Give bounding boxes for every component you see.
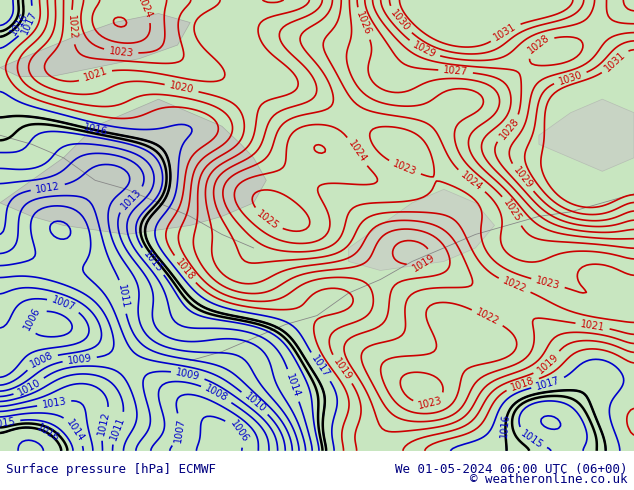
Text: 1013: 1013 [41, 396, 67, 410]
Text: 1012: 1012 [96, 411, 112, 437]
Text: 1020: 1020 [169, 80, 195, 96]
Text: 1029: 1029 [411, 40, 437, 60]
Text: 1026: 1026 [354, 10, 372, 37]
Text: 1021: 1021 [82, 66, 108, 83]
Text: 1023: 1023 [108, 46, 134, 58]
Text: 1031: 1031 [602, 49, 627, 74]
Text: 1023: 1023 [391, 159, 418, 177]
Text: 1024: 1024 [459, 170, 484, 193]
Text: 1030: 1030 [557, 69, 583, 86]
Text: Surface pressure [hPa] ECMWF: Surface pressure [hPa] ECMWF [6, 463, 216, 476]
Text: 1010: 1010 [242, 391, 268, 415]
Text: 1016: 1016 [8, 11, 30, 37]
Text: 1024: 1024 [346, 139, 368, 165]
Polygon shape [349, 189, 495, 270]
Text: We 01-05-2024 06:00 UTC (06+00): We 01-05-2024 06:00 UTC (06+00) [395, 463, 628, 476]
Polygon shape [0, 14, 190, 76]
Text: 1022: 1022 [474, 307, 501, 327]
Text: 1009: 1009 [67, 353, 93, 366]
Text: 1018: 1018 [509, 375, 536, 392]
Text: 1031: 1031 [492, 21, 518, 42]
Text: 1017: 1017 [534, 375, 561, 392]
Text: 1027: 1027 [443, 65, 469, 77]
Text: 1023: 1023 [535, 275, 561, 291]
Text: 1022: 1022 [66, 15, 78, 40]
Text: 1015: 1015 [519, 428, 545, 451]
Text: 1021: 1021 [579, 319, 605, 333]
Text: 1011: 1011 [116, 284, 131, 310]
Text: 1009: 1009 [175, 367, 201, 382]
Text: 1024: 1024 [135, 0, 154, 20]
Text: 1006: 1006 [22, 305, 42, 331]
Text: 1008: 1008 [29, 350, 55, 370]
Text: 1023: 1023 [417, 395, 443, 411]
Text: 1011: 1011 [109, 415, 127, 441]
Text: 1007: 1007 [173, 417, 187, 443]
Text: 1015: 1015 [0, 416, 16, 430]
Polygon shape [539, 99, 634, 172]
Text: 1015: 1015 [141, 249, 165, 274]
Polygon shape [0, 99, 266, 234]
Text: 1019: 1019 [331, 356, 353, 382]
Text: 1017: 1017 [309, 354, 332, 380]
Text: 1018: 1018 [173, 257, 197, 282]
Text: 1028: 1028 [498, 117, 521, 142]
Text: 1016: 1016 [500, 413, 512, 439]
Text: 1013: 1013 [119, 187, 143, 212]
Text: 1019: 1019 [411, 252, 437, 273]
Text: 1014: 1014 [284, 372, 302, 398]
Text: 1012: 1012 [35, 181, 61, 195]
Text: 1017: 1017 [20, 9, 39, 36]
Text: 1007: 1007 [51, 295, 77, 313]
Text: 1030: 1030 [388, 8, 411, 33]
Text: 1029: 1029 [511, 165, 534, 191]
Text: 1010: 1010 [16, 377, 42, 397]
Text: 1022: 1022 [501, 276, 528, 295]
Text: © weatheronline.co.uk: © weatheronline.co.uk [470, 473, 628, 486]
Text: 1006: 1006 [228, 418, 250, 444]
Text: 1016: 1016 [35, 422, 61, 444]
Text: 1016: 1016 [82, 122, 108, 138]
Text: 1025: 1025 [255, 208, 281, 231]
Text: 1025: 1025 [501, 197, 524, 224]
Text: 1008: 1008 [204, 384, 230, 404]
Text: 1028: 1028 [526, 33, 551, 56]
Text: 1014: 1014 [65, 417, 86, 443]
Text: 1019: 1019 [536, 352, 560, 376]
